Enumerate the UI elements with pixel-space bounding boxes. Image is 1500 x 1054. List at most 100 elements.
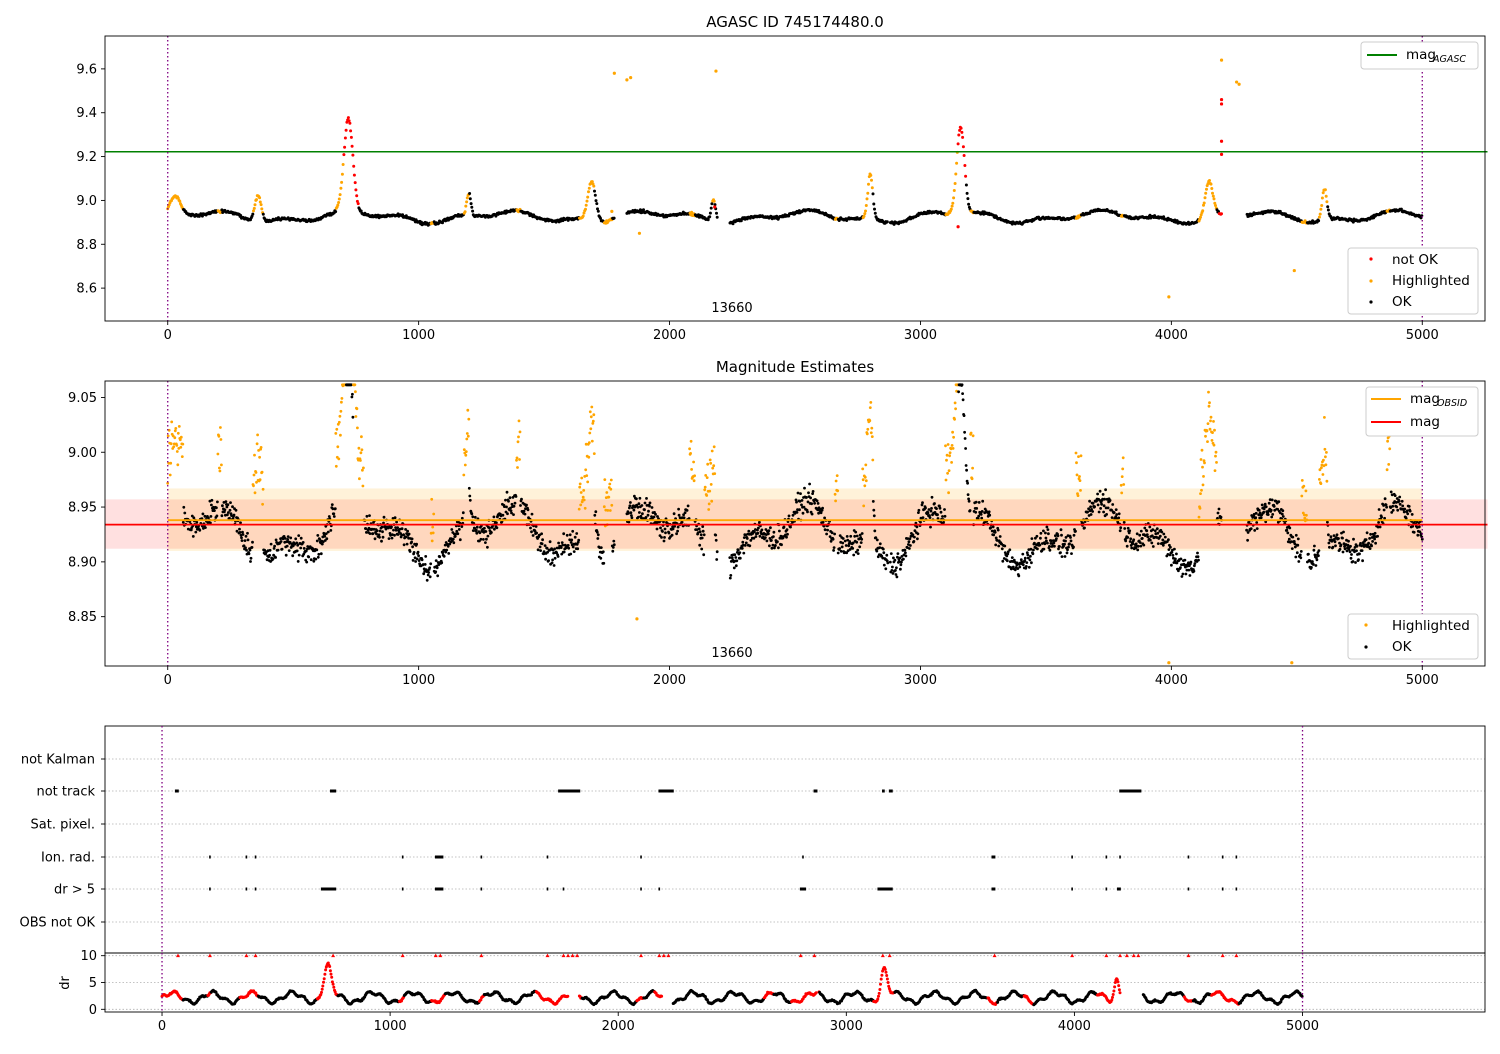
data-point — [588, 187, 591, 190]
flag-mark — [335, 888, 337, 891]
data-point — [1115, 508, 1118, 511]
flag-mark — [804, 888, 806, 891]
data-point — [997, 529, 1000, 532]
data-point — [1162, 544, 1165, 547]
data-point — [1216, 517, 1219, 520]
flag-mark — [579, 790, 581, 793]
flag-mark — [442, 856, 444, 859]
data-point — [1326, 521, 1329, 524]
data-point — [218, 467, 221, 470]
data-point — [469, 197, 472, 200]
data-point — [270, 543, 273, 546]
data-point — [1390, 491, 1393, 494]
data-point — [961, 383, 964, 386]
data-point — [227, 503, 230, 506]
data-point — [1136, 549, 1139, 552]
data-point — [842, 537, 845, 540]
data-point — [766, 540, 769, 543]
data-point — [412, 559, 415, 562]
data-point — [553, 564, 556, 567]
data-point — [1070, 540, 1073, 543]
data-point — [1210, 187, 1213, 190]
data-point — [1324, 188, 1327, 191]
flag-mark — [481, 856, 483, 859]
data-point — [946, 472, 949, 475]
legend-mag-obsid-sub: OBSID — [1437, 398, 1467, 409]
data-point — [204, 526, 207, 529]
data-point — [817, 502, 820, 505]
flag-mark — [891, 888, 893, 891]
data-point — [1215, 461, 1218, 464]
data-point — [570, 541, 573, 544]
data-point — [594, 194, 597, 197]
data-point — [268, 554, 271, 557]
data-point — [1361, 549, 1364, 552]
data-point — [1057, 548, 1060, 551]
data-point — [1366, 531, 1369, 534]
data-point — [403, 543, 406, 546]
data-point — [1022, 563, 1025, 566]
data-point — [663, 536, 666, 539]
data-point — [992, 526, 995, 529]
data-point — [338, 198, 341, 201]
data-point — [573, 550, 576, 553]
data-point — [1245, 529, 1248, 532]
data-point — [659, 527, 662, 530]
data-point — [351, 396, 354, 399]
data-point — [602, 562, 605, 565]
data-point — [1296, 544, 1299, 547]
data-point — [584, 468, 587, 471]
data-point — [182, 506, 185, 509]
data-point — [406, 530, 409, 533]
flag-mark — [1119, 888, 1121, 891]
data-point — [1124, 540, 1127, 543]
data-point — [1001, 547, 1004, 550]
data-point — [560, 546, 563, 549]
data-point — [1270, 509, 1273, 512]
data-point — [455, 530, 458, 533]
data-point — [1330, 535, 1333, 538]
legend-highlighted: Highlighted — [1392, 273, 1470, 289]
data-point — [595, 199, 598, 202]
data-point — [493, 528, 496, 531]
data-point — [1386, 468, 1389, 471]
data-point — [896, 556, 899, 559]
data-point — [866, 192, 869, 195]
data-point — [1300, 495, 1303, 498]
data-point — [892, 572, 895, 575]
data-point — [966, 482, 969, 485]
data-point — [841, 542, 844, 545]
data-point — [1324, 455, 1327, 458]
data-point — [1145, 529, 1148, 532]
data-point — [460, 525, 463, 528]
y-tick-label: 9.0 — [76, 194, 97, 209]
data-point — [1069, 536, 1072, 539]
data-point — [797, 492, 800, 495]
legend-mag-agasc-label: mag — [1406, 47, 1436, 63]
data-point — [961, 392, 964, 395]
data-point — [210, 504, 213, 507]
data-point — [1357, 558, 1360, 561]
data-point — [860, 541, 863, 544]
data-point — [699, 530, 702, 533]
data-point — [668, 532, 671, 535]
data-point — [677, 508, 680, 511]
data-point — [261, 503, 264, 506]
data-point — [1138, 534, 1141, 537]
data-point — [540, 532, 543, 535]
data-point — [476, 526, 479, 529]
data-point — [307, 556, 310, 559]
data-point — [1260, 516, 1263, 519]
flag-mark — [1071, 888, 1073, 891]
data-point — [1214, 455, 1217, 458]
data-point — [336, 445, 339, 448]
outlier-point — [713, 205, 716, 208]
data-point — [468, 487, 471, 490]
data-point — [221, 504, 224, 507]
data-point — [735, 559, 738, 562]
data-point — [1271, 513, 1274, 516]
data-point — [832, 538, 835, 541]
data-point — [860, 538, 863, 541]
y-tick-label: 9.6 — [76, 62, 97, 77]
data-point — [176, 450, 179, 453]
